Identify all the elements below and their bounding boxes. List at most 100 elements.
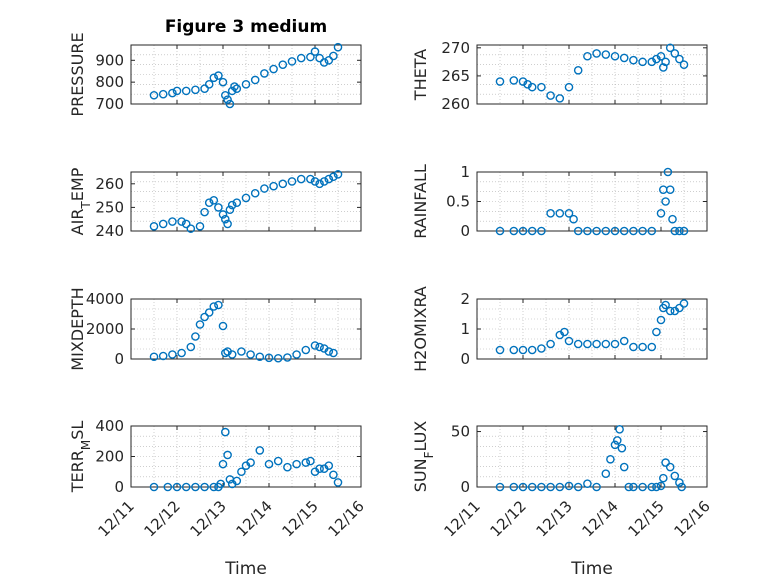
data-point [269, 181, 278, 191]
data-point [241, 80, 251, 89]
data-point [592, 339, 601, 349]
y-tick-label: 800 [95, 73, 124, 91]
y-axis-label: THETA [411, 49, 430, 101]
data-point [306, 174, 315, 184]
data-point [168, 217, 177, 226]
data-point [670, 226, 680, 236]
x-tick-label: 12/12 [141, 497, 184, 540]
x-tick-label: 12/14 [579, 497, 622, 540]
data-point [214, 203, 223, 212]
data-point [186, 342, 196, 352]
data-point [546, 339, 555, 349]
subplot-8: 0 50 12/11 12/12 12/13 12/14 12/15 12/16 SUNFLUX… [411, 421, 714, 579]
x-axis-label: Time [570, 559, 613, 579]
data-point [149, 221, 159, 231]
y-tick-label: 400 [95, 417, 124, 435]
subplot-2: 260 265 270 THETA [411, 39, 708, 113]
data-point [537, 482, 546, 492]
x-tick-label: 12/13 [533, 497, 576, 540]
data-point [629, 226, 638, 236]
data-point [246, 350, 255, 359]
data-point [546, 482, 555, 492]
data-point [218, 77, 228, 87]
data-point [329, 348, 338, 358]
x-tick-label: 12/11 [441, 497, 484, 540]
subplot-1: 700 800 900 Figure 3 medium PRESSURE [68, 17, 362, 117]
data-point [656, 315, 666, 325]
data-point [324, 174, 334, 184]
data-point [610, 339, 620, 349]
data-point [227, 86, 237, 96]
data-point [204, 308, 214, 317]
y-axis-label: TERRMSL [68, 421, 93, 494]
data-point [509, 482, 519, 492]
data-point [601, 50, 611, 59]
data-point [177, 217, 186, 226]
data-point [569, 214, 578, 224]
y-tick-label: 0 [460, 222, 470, 240]
data-point [324, 55, 334, 65]
data-point [661, 458, 670, 467]
data-point [278, 179, 288, 189]
data-point [509, 345, 519, 355]
data-point [218, 321, 228, 331]
axes-box [476, 44, 708, 105]
data-point [296, 174, 306, 184]
data-point [677, 482, 687, 492]
data-point [227, 350, 237, 359]
x-tick-label: 12/16 [325, 497, 368, 540]
y-tick-label: 200 [95, 448, 124, 466]
data-point [555, 94, 565, 103]
x-tick-label: 12/15 [625, 497, 668, 540]
data-point [624, 482, 634, 492]
data-point [220, 214, 230, 224]
data-point [573, 482, 583, 492]
data-point [527, 226, 537, 236]
data-point [292, 350, 301, 359]
data-point [191, 332, 200, 341]
data-point [652, 327, 661, 337]
data-point [638, 226, 647, 236]
data-point [200, 84, 209, 94]
data-point [319, 177, 329, 186]
data-point [647, 226, 657, 236]
data-point [629, 482, 638, 492]
data-point [573, 65, 583, 75]
y-tick-label: 265 [441, 67, 470, 85]
data-point [200, 312, 209, 322]
data-point [158, 89, 168, 99]
data-point [191, 85, 200, 95]
subplot-7: 0 200 400 12/11 12/12 12/13 12/14 12/15 12/16 TER… [68, 417, 368, 579]
data-point [264, 353, 274, 363]
y-axis-label: PRESSURE [68, 32, 87, 116]
data-point [223, 219, 232, 229]
data-point [495, 77, 505, 86]
data-point [592, 226, 601, 236]
data-point [619, 336, 629, 346]
data-point [537, 82, 546, 92]
data-point [324, 461, 334, 470]
data-point [659, 185, 668, 194]
data-point [610, 51, 620, 61]
data-point [333, 170, 343, 179]
data-point [181, 219, 191, 229]
data-point [555, 208, 565, 218]
y-tick-label: 1 [460, 163, 470, 181]
data-point [209, 73, 219, 83]
data-point [610, 226, 620, 236]
x-axis-label: Time [224, 559, 267, 579]
data-point [638, 482, 647, 492]
data-point [617, 443, 627, 453]
data-point [665, 43, 675, 53]
y-tick-label: 900 [95, 51, 124, 69]
data-point [319, 58, 329, 67]
data-point [546, 91, 555, 100]
y-axis-label: MIXDEPTH [68, 287, 87, 370]
x-tick-label: 12/13 [187, 497, 230, 540]
data-point [613, 436, 622, 445]
data-point [223, 450, 232, 460]
data-point [324, 347, 334, 356]
data-point [310, 177, 320, 186]
data-point [283, 462, 292, 472]
